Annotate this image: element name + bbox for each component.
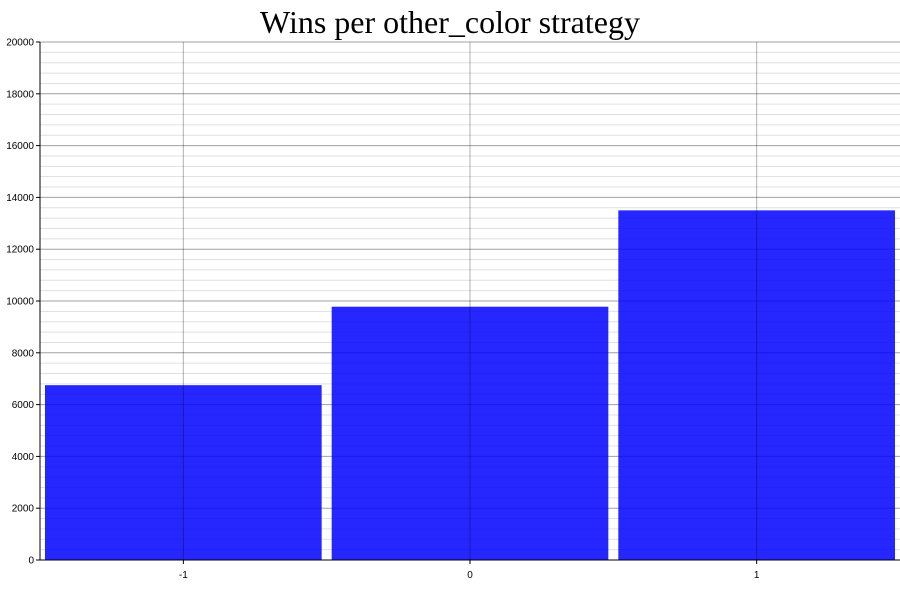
x-tick-label: 0 <box>467 570 473 581</box>
y-tick-label: 0 <box>28 556 34 567</box>
y-tick-label: 10000 <box>6 297 34 308</box>
x-grid <box>182 42 758 560</box>
y-tick-label: 18000 <box>6 89 34 100</box>
x-tick-label: 1 <box>754 570 760 581</box>
y-tick-label: 16000 <box>6 141 34 152</box>
y-tick-label: 2000 <box>12 504 35 515</box>
chart-title: Wins per other_color strategy <box>260 4 640 40</box>
y-tick-label: 4000 <box>12 452 35 463</box>
bars <box>45 210 895 560</box>
tick-labels: 0 2000 4000 6000 8000 10000 12000 14000 16000 180… <box>6 38 760 582</box>
y-tick-label: 14000 <box>6 193 34 204</box>
x-tick-label: -1 <box>179 570 188 581</box>
y-tick-label: 6000 <box>12 400 35 411</box>
bar-0 <box>331 306 609 560</box>
bar--1 <box>45 385 322 560</box>
y-tick-label: 12000 <box>6 245 34 256</box>
y-tick-label: 20000 <box>6 38 34 49</box>
axes <box>36 41 900 564</box>
y-tick-label: 8000 <box>12 348 35 359</box>
bar-1 <box>618 210 895 560</box>
